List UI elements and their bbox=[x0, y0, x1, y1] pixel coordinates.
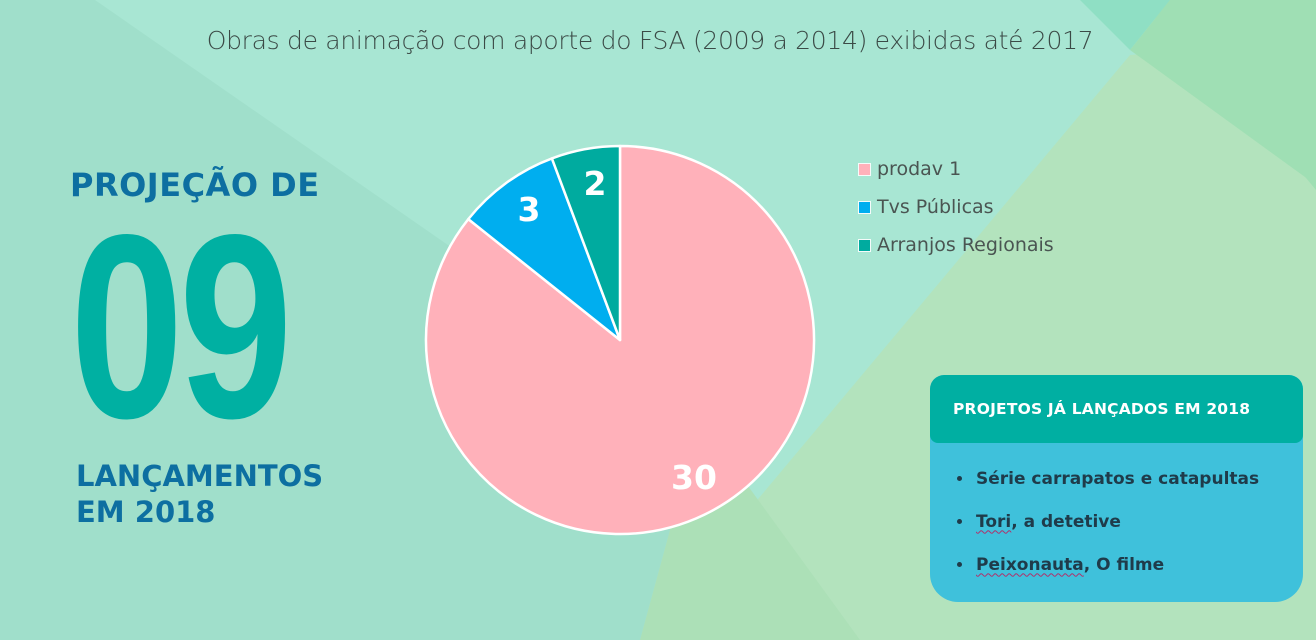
projection-number: 09 bbox=[70, 180, 293, 473]
list-item: Peixonauta, O filme bbox=[957, 543, 1303, 586]
legend-item-arranjos: Arranjos Regionais bbox=[858, 226, 1054, 264]
list-item: Tori, a detetive bbox=[957, 500, 1303, 543]
launches-label-line2: EM 2018 bbox=[76, 495, 216, 529]
launches-label-line1: LANÇAMENTOS bbox=[76, 459, 324, 493]
legend-label: Arranjos Regionais bbox=[877, 234, 1054, 256]
pie-slice-tvs-publicas bbox=[467, 157, 622, 342]
chart-title: Obras de animação com aporte do FSA (200… bbox=[206, 26, 1094, 55]
list-item-text-rest: , O filme bbox=[1083, 554, 1165, 575]
legend-swatch-arranjos bbox=[858, 238, 871, 252]
card-header: PROJETOS JÁ LANÇADOS EM 2018 bbox=[930, 375, 1303, 443]
pie-label-tvs: 3 bbox=[518, 190, 541, 229]
list-item-text-rest: , a detetive bbox=[1011, 511, 1121, 532]
spellcheck-word: Tori bbox=[976, 511, 1012, 532]
pie-label-prodav: 30 bbox=[671, 458, 717, 497]
legend-item-tvs-publicas: Tvs Públicas bbox=[858, 188, 1054, 226]
card-title: PROJETOS JÁ LANÇADOS EM 2018 bbox=[953, 400, 1251, 418]
list-item-text: Série carrapatos e catapultas bbox=[976, 468, 1260, 489]
launches-label: LANÇAMENTOS EM 2018 bbox=[76, 458, 323, 530]
legend-label: Tvs Públicas bbox=[877, 196, 994, 218]
list-item-text: Peixonauta, O filme bbox=[976, 555, 1164, 575]
list-item: Série carrapatos e catapultas bbox=[957, 457, 1303, 500]
pie-label-arranjos: 2 bbox=[584, 164, 607, 203]
bullet-icon bbox=[957, 476, 962, 481]
projection-label: PROJEÇÃO DE bbox=[70, 166, 320, 204]
bullet-icon bbox=[957, 519, 962, 524]
legend-swatch-tvs bbox=[858, 200, 871, 214]
launched-projects-card: PROJETOS JÁ LANÇADOS EM 2018 Série carra… bbox=[930, 375, 1303, 602]
launched-projects-list: Série carrapatos e catapultas Tori, a de… bbox=[930, 443, 1303, 586]
pie-slice-arranjos bbox=[550, 144, 622, 342]
list-item-text: Tori, a detetive bbox=[976, 512, 1121, 532]
legend-item-prodav: prodav 1 bbox=[858, 150, 1054, 188]
legend-label: prodav 1 bbox=[877, 158, 962, 180]
bullet-icon bbox=[957, 562, 962, 567]
chart-legend: prodav 1 Tvs Públicas Arranjos Regionais bbox=[858, 150, 1054, 264]
legend-swatch-prodav bbox=[858, 162, 871, 176]
spellcheck-word: Peixonauta bbox=[976, 554, 1084, 575]
